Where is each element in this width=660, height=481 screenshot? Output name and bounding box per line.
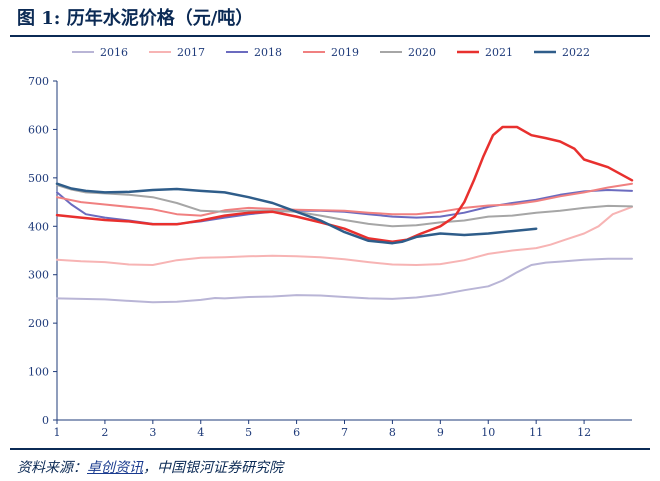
source-suffix: ，中国银河证券研究院 (143, 460, 283, 476)
source-note: 资料来源：卓创资讯，中国银河证券研究院 (17, 457, 283, 477)
title-bar: 图 1: 历年水泥价格（元/吨） (0, 0, 660, 36)
x-tick-label: 10 (481, 426, 495, 439)
y-tick-label: 400 (28, 220, 49, 233)
series-line-2018 (56, 189, 633, 225)
y-tick-label: 600 (28, 123, 49, 136)
bottom-rule (10, 448, 650, 450)
y-tick-label: 700 (28, 75, 49, 88)
x-tick-label: 3 (149, 426, 156, 439)
legend-label-2022: 2022 (562, 46, 590, 59)
x-tick-label: 6 (293, 426, 300, 439)
page-title: 图 1: 历年水泥价格（元/吨） (17, 8, 254, 29)
series-line-2019 (56, 182, 633, 217)
y-tick-label: 200 (28, 317, 49, 330)
y-tick-label: 100 (28, 366, 49, 379)
series-line-2016 (56, 257, 633, 304)
x-tick-label: 9 (437, 426, 444, 439)
series-line-2017 (56, 205, 633, 266)
top-rule (10, 35, 650, 37)
y-tick-label: 500 (28, 172, 49, 185)
source-link[interactable]: 卓创资讯 (87, 460, 143, 476)
x-tick-label: 4 (197, 426, 204, 439)
legend-label-2016: 2016 (100, 46, 128, 59)
series-line-2021 (55, 125, 634, 244)
y-tick-label: 300 (28, 269, 49, 282)
series-line-2020 (56, 184, 633, 228)
legend-label-2018: 2018 (254, 46, 282, 59)
x-tick-label: 8 (389, 426, 396, 439)
y-tick-label: 0 (42, 414, 49, 427)
x-tick-label: 11 (529, 426, 543, 439)
x-tick-label: 12 (577, 426, 591, 439)
legend-label-2017: 2017 (177, 46, 205, 59)
x-tick-label: 2 (101, 426, 108, 439)
legend-label-2019: 2019 (331, 46, 359, 59)
x-tick-label: 7 (341, 426, 348, 439)
series-line-2022 (55, 182, 538, 245)
legend-label-2021: 2021 (485, 46, 513, 59)
x-tick-label: 1 (54, 426, 61, 439)
legend-label-2020: 2020 (408, 46, 436, 59)
source-prefix: 资料来源： (17, 460, 87, 476)
x-tick-label: 5 (245, 426, 252, 439)
